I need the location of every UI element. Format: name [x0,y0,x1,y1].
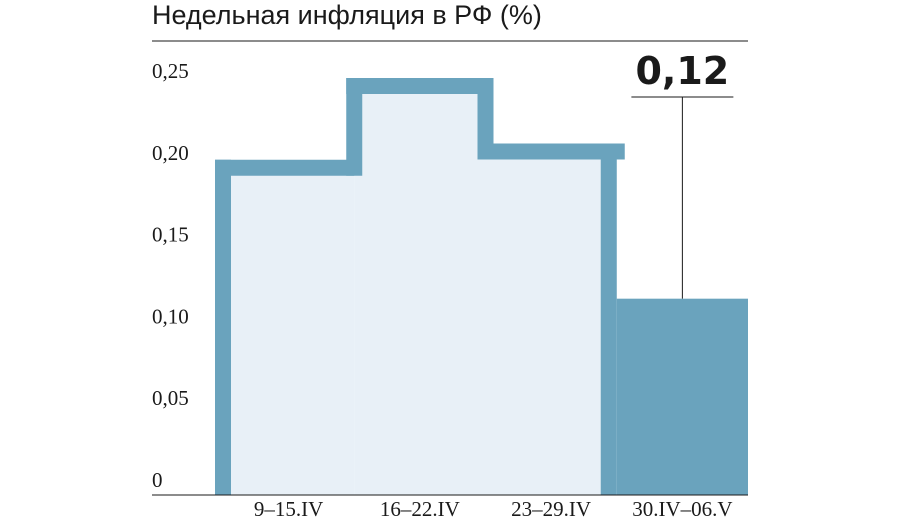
y-tick-label: 0,10 [152,304,189,328]
bar [223,167,355,496]
x-tick-label: 23–29.IV [511,497,591,521]
x-tick-label: 30.IV–06.V [632,497,732,521]
y-tick-label: 0,15 [152,223,189,247]
bar [485,151,617,495]
chart-title: Недельная инфляция в РФ (%) [152,0,542,30]
y-tick-label: 0,05 [152,386,189,410]
y-tick-label: 0,20 [152,141,189,165]
bar [616,298,748,495]
y-tick-label: 0 [152,468,163,492]
y-tick-label: 0,25 [152,59,189,83]
x-tick-label: 16–22.IV [380,497,460,521]
value-label: 0,12 [635,49,729,93]
bar [354,86,486,495]
x-tick-label: 9–15.IV [254,497,323,521]
